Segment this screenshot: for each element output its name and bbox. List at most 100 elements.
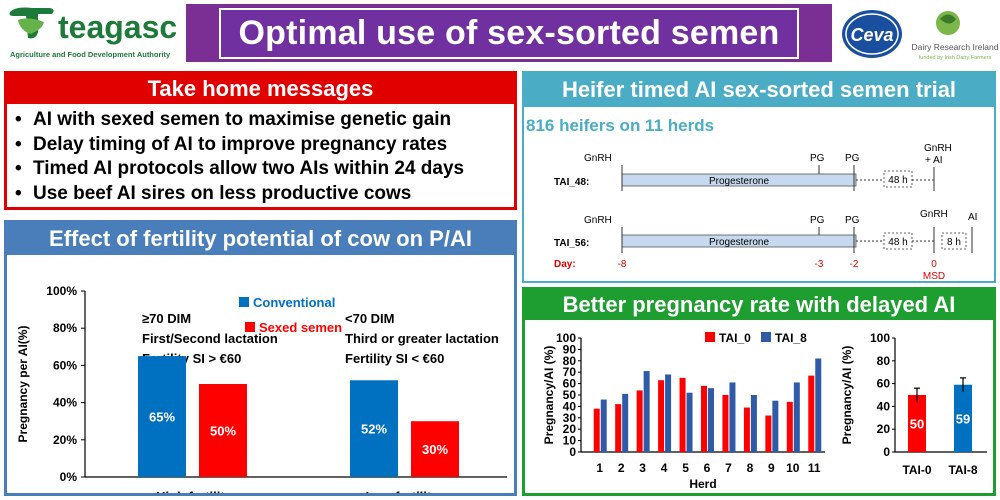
better-panel: Better pregnancy rate with delayed AI 0 1… xyxy=(522,287,996,496)
page-title: Optimal use of sex-sorted semen xyxy=(218,7,800,59)
y-tick-label: 30 xyxy=(563,411,577,425)
data-label: 50 xyxy=(910,417,924,432)
y-axis-label: Pregnancy per AI(%) xyxy=(16,326,30,443)
bar-tai8 xyxy=(708,388,714,452)
bar-tai-0 xyxy=(908,395,926,452)
fertility-panel: Effect of fertility potential of cow on … xyxy=(4,220,517,500)
bar-tai8 xyxy=(600,399,607,452)
heifer-panel: Heifer timed AI sex-sorted semen trial 8… xyxy=(522,71,996,283)
pg-label: PG xyxy=(810,153,825,164)
group-note: Third or greater lactation xyxy=(345,331,499,346)
gnrh-ai-label: + AI xyxy=(925,155,943,166)
y-tick-label: 100 xyxy=(556,331,576,345)
list-item: Delay timing of AI to improve pregnancy … xyxy=(15,133,510,158)
x-tick-label: 11 xyxy=(808,461,821,475)
bar-tai8 xyxy=(622,393,629,452)
bar-tai8 xyxy=(643,371,650,452)
data-label: 52% xyxy=(361,422,387,437)
x-tick-label: 8 xyxy=(747,461,754,475)
x-tick-label: 1 xyxy=(596,461,603,475)
fertility-title: Effect of fertility potential of cow on … xyxy=(7,223,514,255)
h48-label: 48 h xyxy=(888,175,907,186)
dri-logo-subtext: funded by Irish Dairy Farmers xyxy=(919,55,992,61)
legend-swatch-tai0 xyxy=(705,332,715,342)
bar-conventional xyxy=(138,356,186,477)
bar-tai0 xyxy=(765,415,772,452)
gnrh-label: GnRH xyxy=(920,209,948,220)
y-tick-label: 100 xyxy=(870,331,890,345)
bar-tai0 xyxy=(636,390,643,452)
teagasc-logo: teagasc Agriculture and Food Development… xyxy=(6,4,177,62)
bar-tai0 xyxy=(722,395,729,452)
y-tick-label: 60 xyxy=(563,377,577,391)
bar-conventional xyxy=(350,380,398,477)
legend-conventional: Conventional xyxy=(253,295,335,310)
ceva-logo: Ceva xyxy=(840,6,904,62)
row-label-tai48: TAI_48: xyxy=(554,177,589,188)
row-label-tai56: TAI_56: xyxy=(554,238,589,249)
bar-tai0 xyxy=(743,407,750,452)
list-item: Use beef AI sires on less productive cow… xyxy=(15,182,510,207)
x-tick-label: 6 xyxy=(704,461,711,475)
h8-label: 8 h xyxy=(947,237,961,248)
dairy-research-ireland-logo: Dairy Research Ireland funded by Irish D… xyxy=(910,6,1000,62)
y-tick-label: 20 xyxy=(877,422,891,436)
data-label: 65% xyxy=(149,410,175,425)
progesterone-label: Progesterone xyxy=(709,237,769,248)
dri-logo-text: Dairy Research Ireland xyxy=(912,42,999,52)
group-note: ≥70 DIM xyxy=(142,311,191,326)
bar-tai8 xyxy=(729,382,736,452)
logo-tagline: Agriculture and Food Development Authori… xyxy=(10,50,171,59)
bar-sexed-semen xyxy=(411,421,459,477)
group-note: Fertility SI < €60 xyxy=(345,351,444,366)
group-note: <70 DIM xyxy=(345,311,395,326)
y-tick-label: 100% xyxy=(46,284,77,298)
pg-label: PG xyxy=(845,215,860,226)
x-tick-label: 3 xyxy=(639,461,646,475)
heifer-subtitle: 816 heifers on 11 herds xyxy=(526,116,714,135)
x-tick-label: 7 xyxy=(725,461,732,475)
day-value: -2 xyxy=(850,259,859,270)
teagasc-logo-graphic: teagasc Agriculture and Food Development… xyxy=(9,7,177,59)
y-tick-label: 60 xyxy=(877,377,891,391)
better-title: Better pregnancy rate with delayed AI xyxy=(525,290,993,320)
y-tick-label: 40 xyxy=(877,399,891,413)
pg-label: PG xyxy=(845,153,860,164)
title-banner: Optimal use of sex-sorted semen xyxy=(186,4,832,62)
y-tick-label: 0% xyxy=(60,470,78,484)
data-label: 59 xyxy=(956,411,970,426)
legend-tai8: TAI_8 xyxy=(775,331,807,345)
group-note: First/Second lactation xyxy=(142,331,278,346)
heifer-title: Heifer timed AI sex-sorted semen trial xyxy=(524,73,994,107)
bar-tai-8 xyxy=(954,384,972,452)
y-tick-label: 40 xyxy=(563,399,577,413)
y-tick-label: 0 xyxy=(883,445,890,459)
x-tick-label: 10 xyxy=(786,461,800,475)
data-label: 50% xyxy=(210,424,236,439)
bar-tai0 xyxy=(679,377,686,452)
bar-tai0 xyxy=(593,408,600,452)
legend-swatch-conventional xyxy=(239,297,249,307)
y-tick-label: 50 xyxy=(563,388,577,402)
bar-tai8 xyxy=(686,392,693,452)
day-value: -3 xyxy=(815,259,824,270)
gnrh-label: GnRH xyxy=(584,153,612,164)
y-tick-label: 90 xyxy=(563,342,577,356)
progesterone-label: Progesterone xyxy=(709,176,769,187)
bar-tai8 xyxy=(793,382,800,452)
y-axis-label: Pregnancy/AI (%) xyxy=(542,346,556,445)
list-item: AI with sexed semen to maximise genetic … xyxy=(15,108,510,133)
day-value: 0 xyxy=(931,259,937,270)
heifer-timeline-diagram: 816 heifers on 11 herds GnRH PG PG GnRH … xyxy=(526,116,977,282)
take-home-title: Take home messages xyxy=(7,74,514,104)
y-axis-label: Pregnancy/AI (%) xyxy=(840,346,854,445)
fertility-chart: ≥70 DIM First/Second lactation Fertility… xyxy=(16,284,507,500)
pg-label: PG xyxy=(810,215,825,226)
bar-tai8 xyxy=(750,395,757,452)
legend-tai0: TAI_0 xyxy=(719,331,751,345)
y-tick-label: 20% xyxy=(53,433,77,447)
bar-tai8 xyxy=(665,374,672,452)
bar-tai0 xyxy=(786,401,793,452)
ai-label: AI xyxy=(968,212,977,223)
bar-tai0 xyxy=(615,404,622,452)
